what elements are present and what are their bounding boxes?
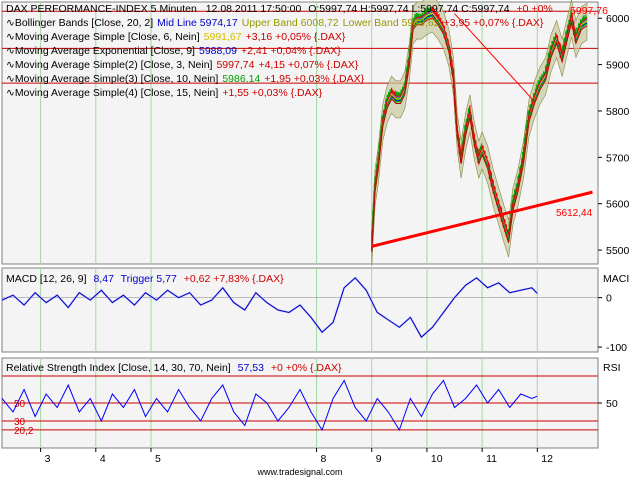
price-horizontal-levels	[2, 10, 598, 84]
price-y-tick-label: 5600	[606, 199, 630, 211]
legend-value: 5997,74	[216, 59, 254, 71]
sma3-line	[371, 9, 588, 245]
x-tick-label: 9	[376, 453, 382, 465]
legend-value: +4,15 +0,07% {.DAX}	[258, 59, 358, 71]
watermark: www.tradesignal.com	[256, 467, 342, 477]
legend-value: Mid Line 5974,17	[157, 17, 238, 29]
rsi-legend: Relative Strength Index [Close, 14, 30, …	[6, 362, 342, 374]
rsi-value: 57,53	[238, 362, 264, 374]
price-trendlines	[371, 13, 593, 248]
macd-grid	[40, 268, 538, 352]
rsi-y-ticks: 50	[598, 398, 618, 410]
price-change: +0 +0%	[517, 3, 553, 15]
x-tick-label: 3	[45, 453, 51, 465]
legend-label: Moving Average Simple(3) [Close, 10, Nei…	[15, 73, 219, 85]
price-quote: O:5997,74 H:5997,74 L:5997,74 C:5997,74	[308, 3, 510, 15]
macd-value: 8,47	[93, 273, 114, 285]
rsi-series	[1, 379, 538, 432]
legend-label: Moving Average Simple [Close, 6, Nein]	[15, 31, 200, 43]
legend-value: +1,95 +0,03% {.DAX}	[264, 73, 364, 85]
rsi-line	[1, 379, 538, 432]
legend-value: +2,41 +0,04% {.DAX}	[241, 45, 341, 57]
sma15-line	[371, 17, 588, 252]
legend-value: 5991,67	[204, 31, 242, 43]
support-trendline[interactable]	[371, 190, 593, 248]
rsi-change: +0 +0% {.DAX}	[271, 362, 342, 374]
price-title-line: DAX PERFORMANCE-INDEX 5 Minuten 12.08.20…	[6, 3, 553, 15]
x-tick-label: 8	[321, 453, 327, 465]
trendline-label: 5612,44	[556, 208, 593, 219]
price-legend-row: ∿Moving Average Simple(3) [Close, 10, Ne…	[6, 73, 365, 85]
price-legend-row: ∿Moving Average Simple(2) [Close, 3, Nei…	[6, 59, 359, 71]
macd-title: MACD [12, 26, 9]	[6, 273, 87, 285]
rsi-level-label: 50	[14, 399, 26, 410]
macd-y-tick-label: -100	[606, 342, 627, 354]
macd-trigger: Trigger 5,77	[121, 273, 177, 285]
x-axis: 3 4 5 8 9 10 11 12	[40, 448, 553, 465]
last-price-tag: 5997,76	[570, 5, 608, 17]
macd-series	[1, 276, 598, 339]
last-price-label: 5997,76	[570, 5, 608, 17]
price-legend-row: ∿Moving Average Simple [Close, 6, Nein] 5…	[6, 31, 346, 43]
price-series	[371, 0, 588, 267]
rsi-axis-label: RSI	[603, 362, 621, 374]
legend-label: Moving Average Simple(4) [Close, 15, Nei…	[15, 87, 219, 99]
resistance-trendline[interactable]	[454, 13, 535, 103]
indicator-icon: ∿	[6, 87, 15, 99]
legend-label: Moving Average Exponential [Close, 9]	[15, 45, 195, 57]
price-y-tick-label: 6000	[606, 13, 630, 25]
price-legend-row: ∿Bollinger Bands [Close, 20, 2] Mid Line …	[6, 17, 544, 29]
price-legend-lines: ∿Bollinger Bands [Close, 20, 2] Mid Line …	[6, 17, 544, 99]
macd-panel: 0 -100 MACD [12, 26, 9] 8,47 Trigger 5,77…	[1, 267, 629, 354]
indicator-icon: ∿	[6, 73, 15, 85]
rsi-level-label: 20,2	[14, 426, 34, 437]
macd-panel-background	[1, 267, 599, 353]
macd-legend: MACD [12, 26, 9] 8,47 Trigger 5,77 +0,62…	[6, 273, 284, 285]
indicator-icon: ∿	[6, 17, 15, 29]
x-tick-label: 4	[100, 453, 106, 465]
price-legend-row: ∿Moving Average Simple(4) [Close, 15, Ne…	[6, 87, 323, 99]
legend-value: +1,55 +0,03% {.DAX}	[222, 87, 322, 99]
rsi-y-tick-label: 50	[606, 398, 618, 410]
price-legend-row: ∿Moving Average Exponential [Close, 9] 59…	[6, 45, 341, 57]
price-y-tick-label: 5800	[606, 106, 630, 118]
price-y-tick-label: 5500	[606, 245, 630, 257]
legend-value: Lower Band 5939,62	[343, 17, 440, 29]
x-tick-label: 11	[486, 453, 497, 465]
price-y-tick-label: 5900	[606, 60, 630, 72]
macd-line	[1, 277, 538, 338]
macd-axis-label: MACI	[603, 273, 629, 285]
price-panel: 5500 5600 5700 5800 5900 6000 DAX PERFORMANCE…	[1, 0, 630, 267]
x-tick-label: 12	[541, 453, 553, 465]
macd-y-ticks: 0 -100	[598, 293, 627, 354]
indicator-icon: ∿	[6, 59, 15, 71]
x-tick-label: 5	[155, 453, 161, 465]
macd-change: +0,62 +7,83% {.DAX}	[184, 273, 284, 285]
legend-value: +3,95 +0,07% {.DAX}	[444, 17, 544, 29]
price-datetime: 12.08.2011 17:50:00	[206, 3, 302, 15]
macd-y-tick-label: 0	[606, 293, 612, 305]
indicator-icon: ∿	[6, 45, 15, 57]
rsi-level-label: 30	[14, 417, 26, 428]
bollinger-band-area	[371, 0, 588, 267]
rsi-title: Relative Strength Index [Close, 14, 30, …	[6, 362, 231, 374]
legend-value: 5988,09	[199, 45, 237, 57]
price-y-ticks: 5500 5600 5700 5800 5900 6000	[598, 13, 630, 257]
legend-label: Moving Average Simple(2) [Close, 3, Nein…	[15, 59, 213, 71]
indicator-icon: ∿	[6, 31, 15, 43]
price-title: DAX PERFORMANCE-INDEX 5 Minuten	[6, 3, 197, 15]
price-y-tick-label: 5700	[606, 152, 630, 164]
price-legend: DAX PERFORMANCE-INDEX 5 Minuten 12.08.20…	[6, 3, 553, 99]
x-tick-label: 10	[431, 453, 443, 465]
legend-value: Upper Band 6008,72	[242, 17, 339, 29]
legend-value: 5986,14	[222, 73, 260, 85]
legend-value: +3,16 +0,05% {.DAX}	[246, 31, 346, 43]
legend-label: Bollinger Bands [Close, 20, 2]	[15, 17, 153, 29]
